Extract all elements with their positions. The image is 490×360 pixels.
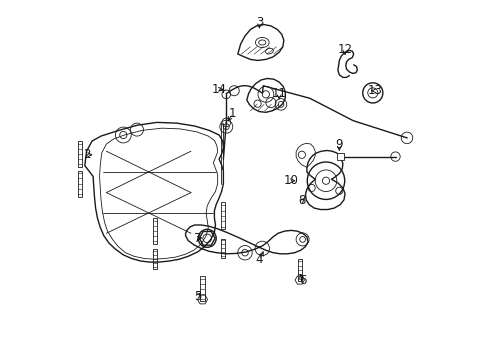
Text: 4: 4 [256,253,263,266]
Text: 11: 11 [271,87,287,100]
Text: 5: 5 [194,291,201,303]
Text: 6: 6 [299,274,306,287]
Text: 10: 10 [284,174,298,187]
Bar [337,153,343,160]
Text: 9: 9 [336,138,343,151]
Bar [153,218,157,244]
Text: 8: 8 [298,194,306,207]
Text: 3: 3 [256,16,263,29]
Bar [297,259,302,281]
Text: 2: 2 [84,148,91,161]
Text: 12: 12 [338,43,353,56]
Bar [153,249,157,269]
Text: 1: 1 [229,107,236,120]
Bar [78,141,82,167]
Bar [221,202,225,230]
Text: 7: 7 [195,232,202,245]
Bar [200,276,205,301]
Bar [221,239,225,258]
Text: 13: 13 [368,84,383,97]
Bar [78,171,82,197]
Text: 14: 14 [212,83,226,96]
